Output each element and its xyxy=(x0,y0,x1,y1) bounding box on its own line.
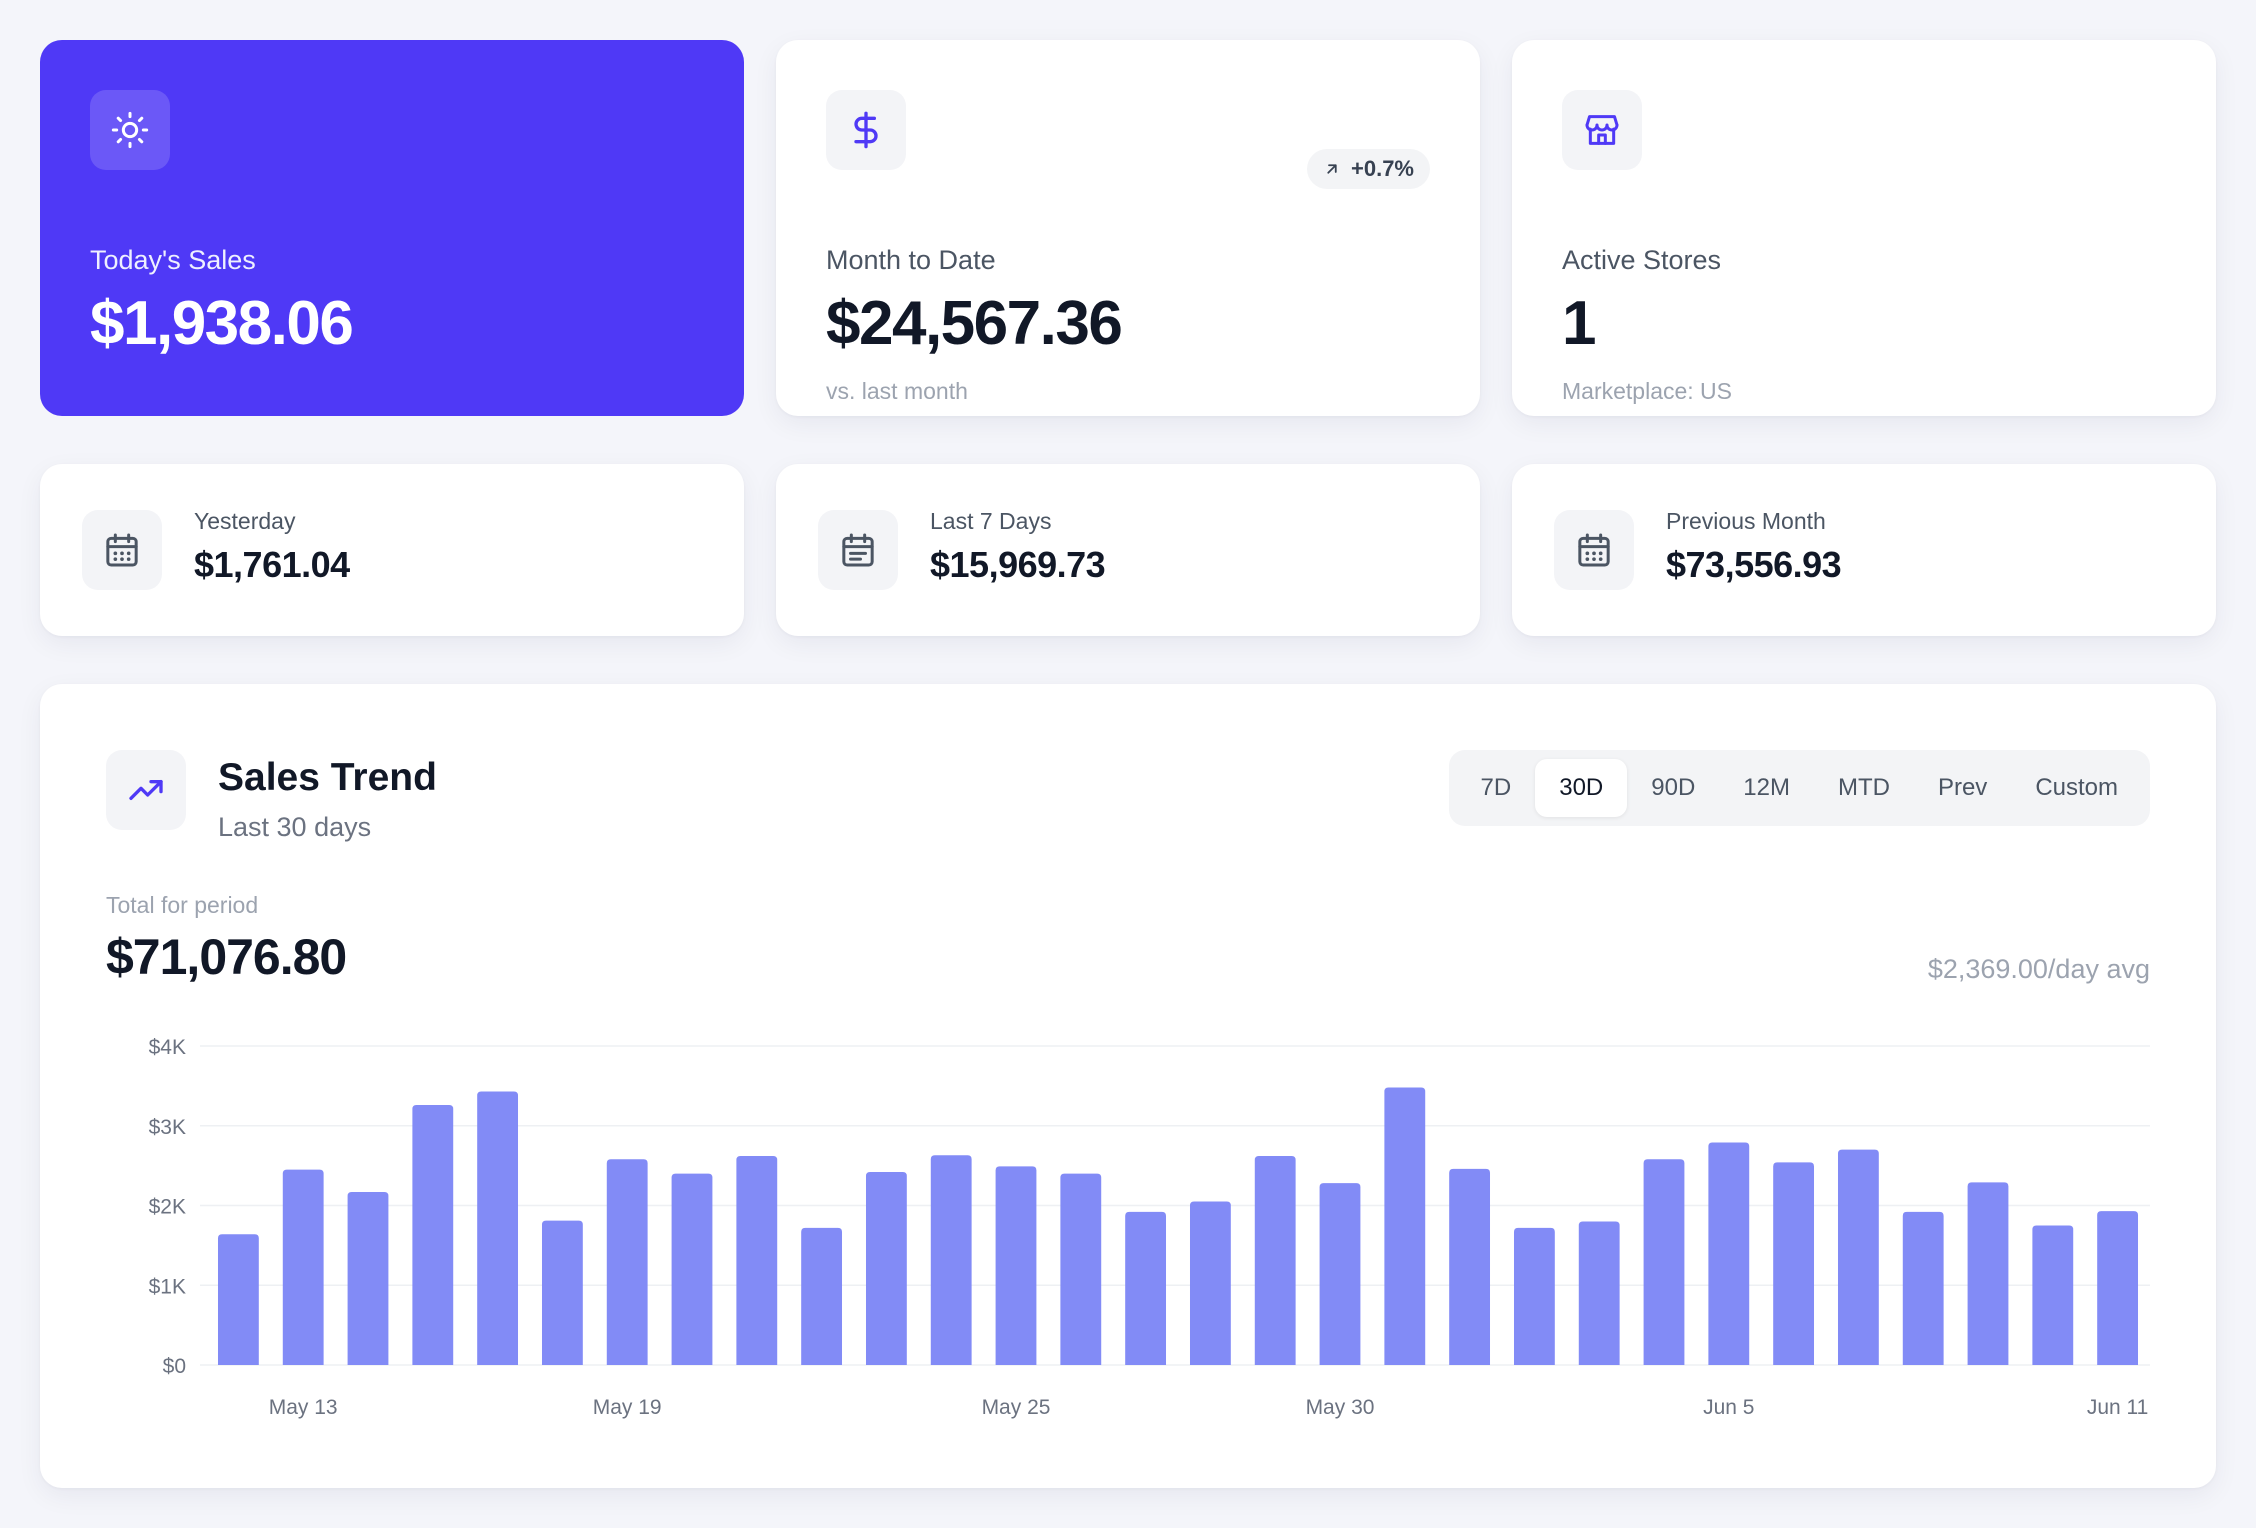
today-sales-label: Today's Sales xyxy=(90,245,256,275)
month-to-date-card: +0.7% Month to Date $24,567.36 vs. last … xyxy=(776,40,1480,416)
bar[interactable] xyxy=(347,1191,389,1365)
mtd-label: Month to Date xyxy=(826,245,996,275)
yesterday-card: Yesterday $1,761.04 xyxy=(40,464,744,636)
arrow-up-right-icon xyxy=(1327,164,1337,174)
x-tick-label: May 13 xyxy=(269,1396,338,1419)
bar[interactable] xyxy=(930,1155,972,1365)
total-label: Total for period xyxy=(106,892,259,918)
bar[interactable] xyxy=(1837,1149,1879,1365)
yesterday-label: Yesterday xyxy=(194,508,296,534)
last-7-days-value: $15,969.73 xyxy=(930,544,1106,585)
bar[interactable] xyxy=(1643,1159,1685,1365)
x-tick-label: Jun 5 xyxy=(1703,1396,1754,1419)
dollar-icon xyxy=(826,90,906,170)
stores-value: 1 xyxy=(1562,289,1596,358)
calendar-icon xyxy=(82,510,162,590)
bar[interactable] xyxy=(606,1159,648,1365)
bar[interactable] xyxy=(1125,1211,1167,1365)
previous-month-label: Previous Month xyxy=(1666,508,1826,534)
range-button-custom[interactable]: Custom xyxy=(2035,774,2118,801)
calendar-icon xyxy=(1554,510,1634,590)
trending-up-icon xyxy=(106,750,186,830)
bar[interactable] xyxy=(1902,1211,1944,1365)
range-button-prev[interactable]: Prev xyxy=(1937,774,1988,801)
bar[interactable] xyxy=(1513,1227,1555,1365)
range-button-30d[interactable]: 30D xyxy=(1535,759,1628,817)
active-stores-card: Active Stores 1 Marketplace: US xyxy=(1512,40,2216,416)
range-selector: 7D 30D 90D 12M MTD Prev Custom xyxy=(1448,750,2150,826)
last-7-days-card: Last 7 Days $15,969.73 xyxy=(776,464,1480,636)
stores-sub: Marketplace: US xyxy=(1562,378,1733,404)
mtd-sub: vs. last month xyxy=(826,378,968,404)
bar[interactable] xyxy=(1319,1183,1361,1365)
sales-trend-card: Sales Trend Last 30 days 7D 30D 90D 12M MTD P… xyxy=(40,684,2216,1488)
total-value: $71,076.80 xyxy=(106,929,347,985)
bar[interactable] xyxy=(1578,1221,1620,1365)
y-tick-label: $3K xyxy=(149,1116,186,1139)
mtd-value: $24,567.36 xyxy=(826,289,1123,358)
y-tick-label: $4K xyxy=(149,1036,186,1059)
sun-icon xyxy=(90,90,170,170)
yesterday-value: $1,761.04 xyxy=(194,544,350,585)
bar[interactable] xyxy=(736,1156,778,1365)
sales-trend-subtitle: Last 30 days xyxy=(218,812,372,842)
today-sales-card: Today's Sales $1,938.06 xyxy=(40,40,744,416)
range-button-mtd[interactable]: MTD xyxy=(1837,774,1890,801)
change-badge-value: +0.7% xyxy=(1351,156,1414,181)
bar[interactable] xyxy=(1384,1087,1426,1365)
range-button-7d[interactable]: 7D xyxy=(1480,774,1512,801)
y-tick-label: $1K xyxy=(149,1275,186,1298)
bar[interactable] xyxy=(865,1172,907,1365)
bar[interactable] xyxy=(1708,1142,1750,1365)
stores-label: Active Stores xyxy=(1562,245,1722,275)
daily-average: $2,369.00/day avg xyxy=(1927,954,2150,984)
x-tick-label: May 25 xyxy=(982,1396,1051,1419)
bar[interactable] xyxy=(995,1166,1037,1365)
today-sales-value: $1,938.06 xyxy=(90,289,354,358)
bar[interactable] xyxy=(1060,1173,1102,1365)
bar[interactable] xyxy=(1773,1162,1815,1365)
previous-month-card: Previous Month $73,556.93 xyxy=(1512,464,2216,636)
range-button-90d[interactable]: 90D xyxy=(1651,774,1696,801)
bar[interactable] xyxy=(2032,1225,2074,1365)
bar[interactable] xyxy=(412,1105,454,1365)
bar[interactable] xyxy=(1189,1201,1231,1365)
x-tick-label: May 30 xyxy=(1306,1396,1375,1419)
bar[interactable] xyxy=(477,1091,519,1365)
y-tick-label: $0 xyxy=(163,1355,186,1378)
bar[interactable] xyxy=(1967,1182,2009,1365)
bar[interactable] xyxy=(1449,1168,1491,1365)
calendar-list-icon xyxy=(818,510,898,590)
store-icon xyxy=(1562,90,1642,170)
y-tick-label: $2K xyxy=(149,1196,186,1219)
bar[interactable] xyxy=(671,1173,713,1365)
bar[interactable] xyxy=(801,1227,843,1365)
bar[interactable] xyxy=(541,1220,583,1365)
bar[interactable] xyxy=(282,1169,324,1365)
sales-bar-chart: $0 $1K $2K $3K $4K May 13 May 19 May 25 May 30 Ju… xyxy=(149,1036,2150,1419)
change-badge: +0.7% xyxy=(1307,149,1430,189)
bar[interactable] xyxy=(2097,1211,2139,1365)
range-button-12m[interactable]: 12M xyxy=(1743,774,1790,801)
x-tick-label: Jun 11 xyxy=(2087,1396,2149,1419)
x-tick-label: May 19 xyxy=(593,1396,662,1419)
sales-trend-title: Sales Trend xyxy=(218,756,437,799)
last-7-days-label: Last 7 Days xyxy=(930,508,1052,534)
previous-month-value: $73,556.93 xyxy=(1666,544,1842,585)
bar[interactable] xyxy=(1254,1156,1296,1365)
bar[interactable] xyxy=(217,1234,259,1365)
